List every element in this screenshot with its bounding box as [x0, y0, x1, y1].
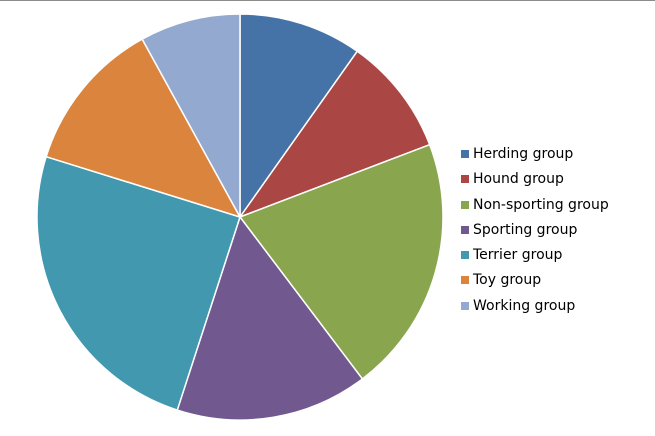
- legend-item-sporting-group: Sporting group: [460, 220, 650, 245]
- legend-swatch-sporting-group: [461, 225, 469, 234]
- legend-item-hound-group: Hound group: [460, 169, 650, 194]
- legend-item-working-group: Working group: [460, 296, 650, 321]
- legend-swatch-hound-group: [461, 175, 469, 184]
- pie-slice-hound-group: [239, 50, 431, 218]
- legend-label: Herding group: [473, 146, 574, 162]
- legend-label: Non-sporting group: [473, 196, 609, 213]
- legend-swatch-herding-group: [461, 150, 469, 158]
- legend-label: Terrier group: [473, 247, 563, 264]
- legend-swatch-non-sporting-group: [461, 200, 469, 209]
- legend-item-non-sporting-group: Non-sporting group: [460, 195, 650, 220]
- legend-swatch-terrier-group: [461, 251, 469, 260]
- legend-label: Sporting group: [473, 221, 578, 238]
- legend-swatch-toy-group: [461, 276, 469, 285]
- legend: Herding group Hound group Non-sporting gro…: [460, 144, 650, 321]
- pie-slice-terrier-group: [36, 155, 241, 411]
- legend-swatch-working-group: [461, 301, 469, 310]
- legend-item-terrier-group: Terrier group: [460, 245, 650, 270]
- legend-label: Working group: [473, 297, 576, 314]
- legend-item-herding-group: Herding group: [460, 144, 650, 169]
- legend-label: Hound group: [473, 171, 564, 188]
- pie-slice-non-sporting-group: [239, 143, 444, 380]
- legend-label: Toy group: [473, 272, 542, 289]
- pie-slice-herding-group: [239, 13, 358, 218]
- pie-slice-toy-group: [45, 38, 241, 218]
- legend-item-toy-group: Toy group: [460, 270, 650, 295]
- pie-slice-working-group: [141, 13, 241, 218]
